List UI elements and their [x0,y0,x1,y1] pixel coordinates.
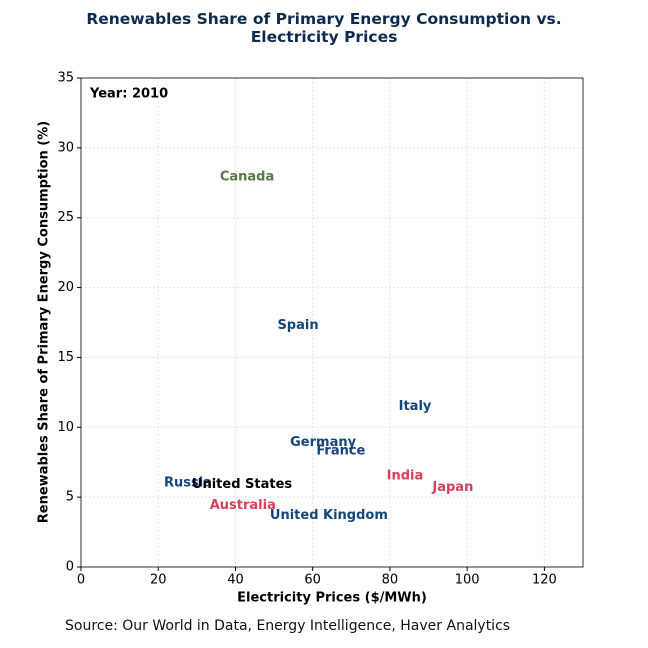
x-tick-label: 80 [382,573,399,588]
x-tick-label: 20 [150,573,167,588]
x-tick-label: 60 [304,573,321,588]
x-tick-label: 0 [77,573,85,588]
y-axis-label: Renewables Share of Primary Energy Consu… [37,121,52,523]
point-label: United States [192,477,293,492]
y-tick-label: 30 [57,140,74,155]
source: Source: Our World in Data, Energy Intell… [65,618,511,634]
y-tick-label: 15 [57,350,74,365]
y-tick-label: 35 [57,71,74,86]
x-tick-label: 40 [227,573,244,588]
point-label: Japan [431,480,473,495]
annotation: Year: 2010 [89,87,168,102]
y-tick-label: 10 [57,420,74,435]
point-label: Italy [399,399,432,414]
chart-title: Renewables Share of Primary Energy Consu… [86,10,562,46]
point-label: France [316,444,365,459]
point-label: Russia [164,476,212,491]
point-label: Canada [220,170,274,185]
point-label: India [387,469,424,484]
y-tick-label: 5 [66,490,74,505]
x-tick-label: 120 [532,573,557,588]
x-axis-label: Electricity Prices ($/MWh) [237,591,427,606]
point-label: Germany [290,435,356,450]
point-label: Australia [210,498,276,513]
plot-frame [80,77,584,568]
y-tick-label: 25 [57,210,74,225]
x-tick-label: 100 [455,573,480,588]
y-tick-label: 0 [66,560,74,575]
y-tick-label: 20 [57,280,74,295]
point-label: United Kingdom [270,508,388,523]
point-label: Spain [277,318,318,333]
